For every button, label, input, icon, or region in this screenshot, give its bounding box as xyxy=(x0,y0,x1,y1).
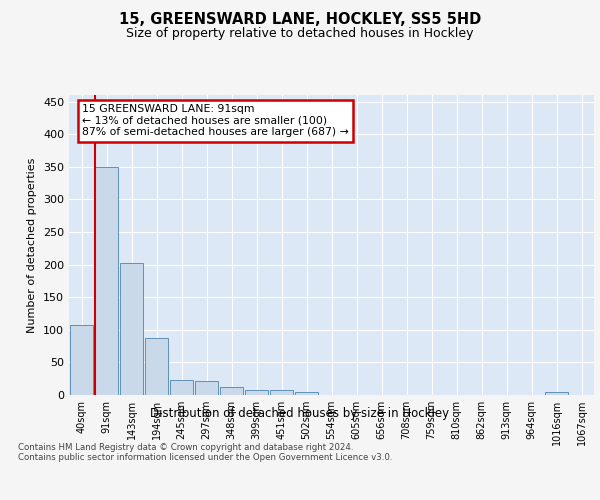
Bar xyxy=(95,168,118,395)
Text: 15 GREENSWARD LANE: 91sqm
← 13% of detached houses are smaller (100)
87% of semi: 15 GREENSWARD LANE: 91sqm ← 13% of detac… xyxy=(82,104,349,137)
Bar xyxy=(220,386,243,395)
Bar xyxy=(145,338,168,395)
Y-axis label: Number of detached properties: Number of detached properties xyxy=(28,158,37,332)
Bar xyxy=(270,390,293,395)
Text: Distribution of detached houses by size in Hockley: Distribution of detached houses by size … xyxy=(151,408,449,420)
Bar xyxy=(120,262,143,395)
Text: 15, GREENSWARD LANE, HOCKLEY, SS5 5HD: 15, GREENSWARD LANE, HOCKLEY, SS5 5HD xyxy=(119,12,481,28)
Bar xyxy=(170,380,193,395)
Bar xyxy=(295,392,318,395)
Text: Size of property relative to detached houses in Hockley: Size of property relative to detached ho… xyxy=(126,28,474,40)
Bar xyxy=(195,380,218,395)
Bar xyxy=(545,392,568,395)
Text: Contains HM Land Registry data © Crown copyright and database right 2024.
Contai: Contains HM Land Registry data © Crown c… xyxy=(18,442,392,462)
Bar xyxy=(70,325,93,395)
Bar xyxy=(245,390,268,395)
